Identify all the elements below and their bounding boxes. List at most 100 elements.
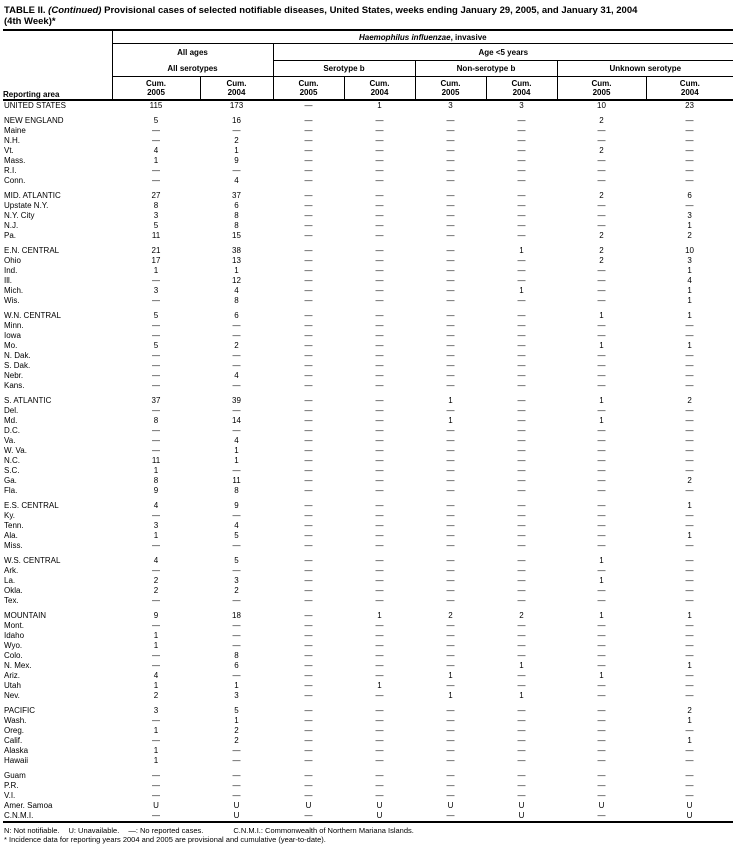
value-cell: 1: [234, 446, 239, 455]
disease-name-italic: Haemophilus influenzae: [359, 32, 451, 42]
value-cell: —: [685, 511, 694, 520]
value-cell: U: [376, 801, 383, 810]
reporting-area-cell: Wyo.: [4, 641, 23, 650]
value-cell: —: [304, 566, 313, 575]
value-cell: 1: [234, 681, 239, 690]
reporting-area-cell: C.N.M.I.: [4, 811, 34, 820]
value-cell: 4: [153, 146, 159, 155]
value-cell: 1: [153, 631, 159, 640]
column-header-cum-2005-non-serotype-b: Cum. 2005: [414, 76, 486, 101]
value-cell: 1: [234, 716, 239, 725]
footnote-legend: N: Not notifiable. U: Unavailable. —: No r…: [4, 826, 733, 835]
value-cell: 3: [234, 691, 239, 700]
value-cell: 3: [153, 706, 159, 715]
value-cell: —: [685, 371, 694, 380]
reporting-area-cell: Ariz.: [4, 671, 20, 680]
value-cell: —: [304, 351, 313, 360]
value-cell: —: [685, 621, 694, 630]
value-cell: —: [304, 671, 313, 680]
value-cell: —: [446, 641, 455, 650]
value-cell: 1: [599, 556, 604, 565]
value-cell: —: [446, 191, 455, 200]
table-row: N.H. — 2 — — — — — —: [3, 136, 733, 146]
value-cell: U: [376, 811, 383, 820]
value-cell: 8: [234, 296, 239, 305]
value-cell: —: [375, 746, 384, 755]
value-cell: —: [304, 201, 313, 210]
value-cell: 2: [687, 706, 692, 715]
value-cell: 2: [448, 611, 453, 620]
value-cell: —: [375, 311, 384, 320]
value-cell: —: [375, 566, 384, 575]
table-row: S. ATLANTIC 37 39 — — 1 — 1 2: [3, 396, 733, 406]
column-header-disease: Haemophilus influenzae, invasive: [112, 30, 734, 44]
reporting-area-cell: Nev.: [4, 691, 20, 700]
value-cell: 4: [687, 276, 692, 285]
table-row: Miss. — — — — — — — —: [3, 541, 733, 551]
value-cell: —: [375, 511, 384, 520]
value-cell: 2: [687, 396, 692, 405]
value-cell: —: [375, 651, 384, 660]
reporting-area-cell: Del.: [4, 406, 19, 415]
reporting-area-cell: Mo.: [4, 341, 18, 350]
value-cell: 3: [234, 576, 239, 585]
value-cell: —: [597, 706, 606, 715]
value-cell: 2: [599, 146, 604, 155]
value-cell: —: [375, 211, 384, 220]
value-cell: —: [446, 576, 455, 585]
value-cell: —: [446, 781, 455, 790]
value-cell: —: [232, 781, 241, 790]
value-cell: —: [232, 406, 241, 415]
value-cell: —: [446, 521, 455, 530]
value-cell: 3: [153, 211, 159, 220]
value-cell: —: [446, 146, 455, 155]
value-cell: —: [446, 126, 455, 135]
reporting-area-cell: Ind.: [4, 266, 18, 275]
value-cell: 1: [377, 681, 382, 690]
value-cell: —: [304, 811, 313, 820]
value-cell: —: [446, 276, 455, 285]
table-row: Guam — — — — — — — —: [3, 771, 733, 781]
value-cell: —: [304, 231, 313, 240]
value-cell: —: [685, 576, 694, 585]
value-cell: 1: [687, 611, 692, 620]
value-cell: 2: [153, 691, 159, 700]
value-cell: —: [232, 321, 241, 330]
value-cell: —: [517, 176, 526, 185]
table-row: Utah 1 1 — 1 — — — —: [3, 681, 733, 691]
table-row: Maine — — — — — — — —: [3, 126, 733, 136]
column-header-cum-2004-serotype-b: Cum. 2004: [343, 76, 415, 101]
value-cell: —: [446, 436, 455, 445]
value-cell: —: [446, 341, 455, 350]
value-cell: —: [304, 136, 313, 145]
value-cell: 2: [519, 611, 524, 620]
value-cell: —: [446, 566, 455, 575]
value-cell: —: [232, 566, 241, 575]
value-cell: —: [152, 321, 160, 330]
value-cell: —: [304, 521, 313, 530]
value-cell: —: [152, 716, 160, 725]
value-cell: —: [152, 406, 160, 415]
value-cell: —: [517, 456, 526, 465]
value-cell: —: [517, 266, 526, 275]
value-cell: —: [304, 266, 313, 275]
column-header-cum-2004-unknown: Cum. 2004: [645, 76, 734, 101]
value-cell: —: [597, 521, 606, 530]
reporting-area-cell: Ga.: [4, 476, 17, 485]
value-cell: —: [152, 371, 160, 380]
value-cell: —: [375, 406, 384, 415]
value-cell: 5: [234, 706, 239, 715]
value-cell: —: [446, 771, 455, 780]
value-cell: —: [375, 631, 384, 640]
value-cell: —: [304, 781, 313, 790]
value-cell: —: [232, 641, 241, 650]
value-cell: —: [446, 266, 455, 275]
value-cell: —: [446, 426, 455, 435]
reporting-area-cell: Miss.: [4, 541, 23, 550]
value-cell: —: [597, 631, 606, 640]
table-row: Del. — — — — — — — —: [3, 406, 733, 416]
value-cell: —: [375, 531, 384, 540]
value-cell: —: [304, 596, 313, 605]
value-cell: —: [597, 156, 606, 165]
value-cell: —: [517, 221, 526, 230]
